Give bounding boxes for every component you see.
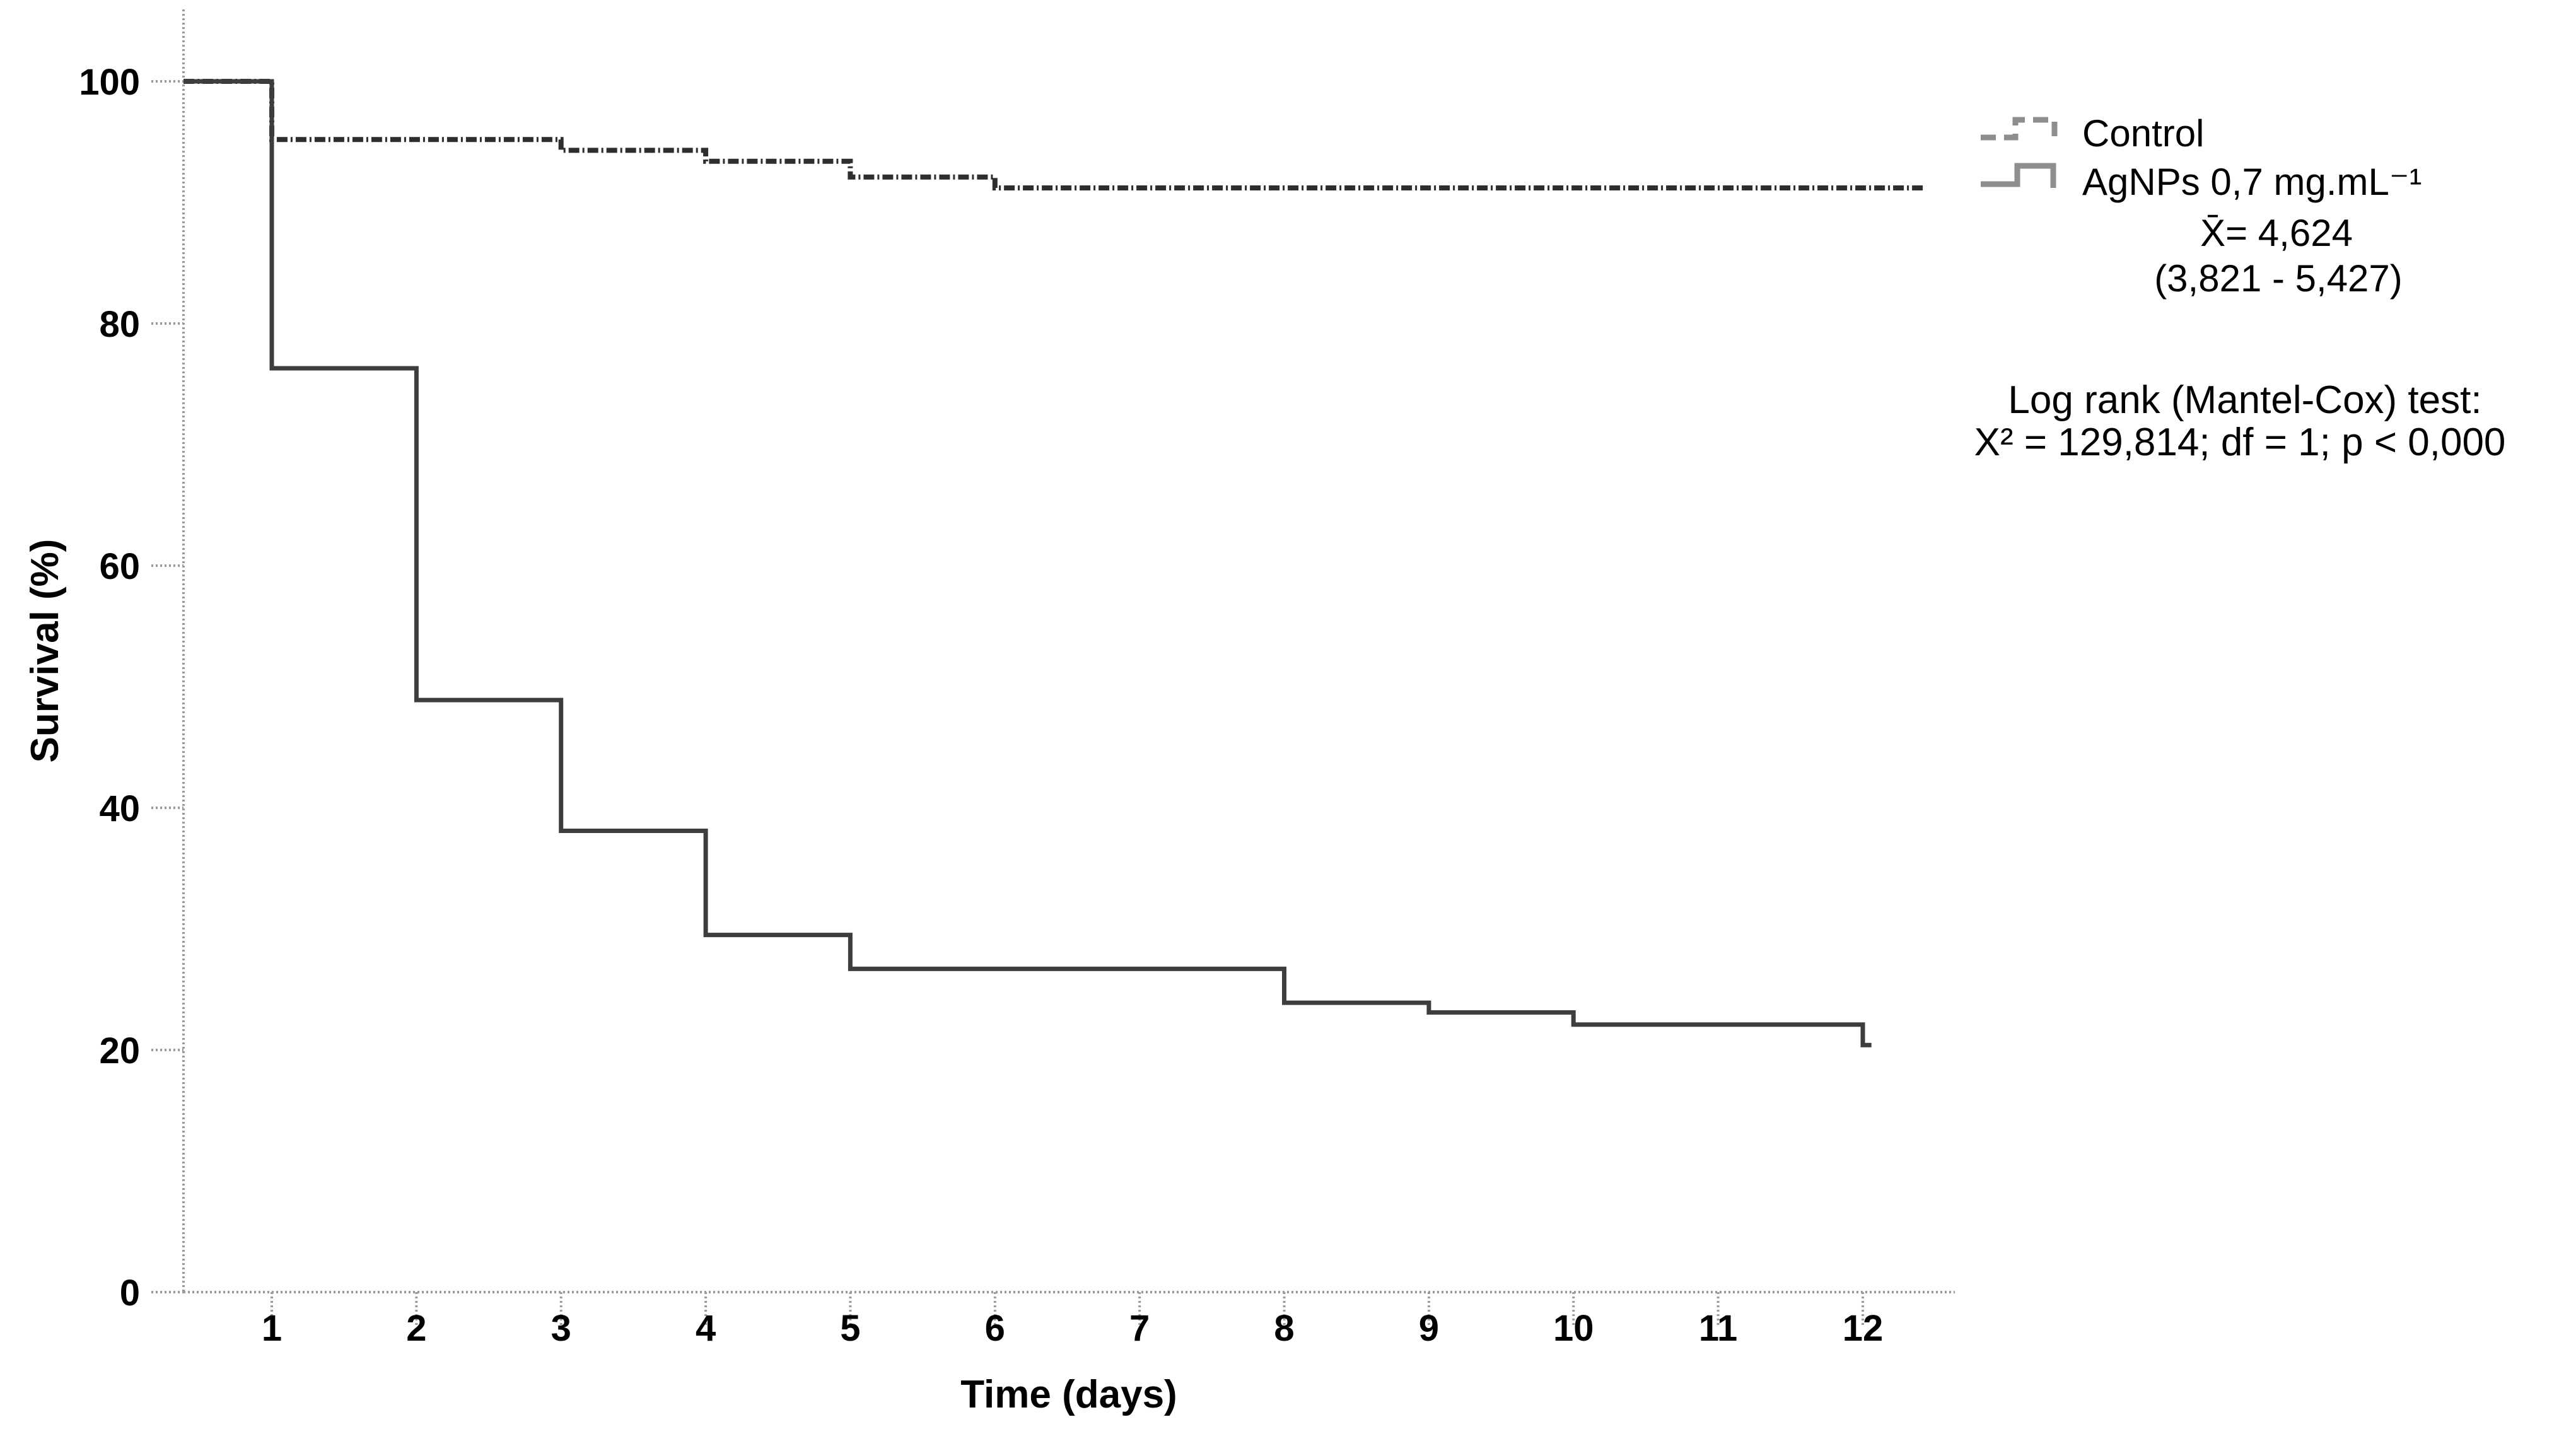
agnps-line-sample-icon [1981, 163, 2056, 188]
logrank-test-result: X² = 129,814; df = 1; p < 0,000 [1974, 421, 2506, 464]
x-tick-label: 10 [1553, 1308, 1594, 1349]
y-tick-label: 20 [99, 1030, 140, 1071]
y-tick-label: 40 [99, 788, 140, 829]
control-survival-curve [184, 79, 1924, 190]
curves-group [184, 79, 1924, 1047]
x-tick-label: 1 [262, 1308, 282, 1349]
logrank-test-title: Log rank (Mantel-Cox) test: [2008, 378, 2481, 422]
legend: Control AgNPs 0,7 mg.mL⁻¹ X̄= 4,624 (3,8… [1981, 112, 2422, 300]
x-tick-label: 3 [551, 1308, 571, 1349]
y-tick-label: 0 [120, 1273, 140, 1314]
x-tick-label: 11 [1699, 1308, 1737, 1349]
legend-label-agnps: AgNPs 0,7 mg.mL⁻¹ [2082, 161, 2422, 203]
mean-survival-value: X̄= 4,624 [2200, 212, 2353, 254]
x-tick-label: 6 [985, 1308, 1005, 1349]
legend-label-control: Control [2082, 112, 2204, 154]
agnps-survival-curve [184, 79, 1872, 1047]
y-axis-title: Survival (%) [23, 539, 67, 763]
x-tick-label: 9 [1419, 1308, 1439, 1349]
x-axis-title: Time (days) [960, 1373, 1177, 1416]
x-tick-label: 5 [840, 1308, 860, 1349]
control-line-sample-icon [1981, 117, 2058, 141]
x-tick-label: 12 [1843, 1308, 1884, 1349]
y-tick-label: 80 [99, 304, 140, 345]
y-tick-label: 60 [99, 546, 140, 587]
mean-survival-ci: (3,821 - 5,427) [2154, 257, 2403, 300]
y-tick-label: 100 [79, 62, 140, 103]
x-tick-label: 4 [696, 1308, 716, 1349]
x-tick-label: 8 [1274, 1308, 1294, 1349]
x-tick-label: 2 [406, 1308, 426, 1349]
logrank-annotation: Log rank (Mantel-Cox) test: X² = 129,814… [1974, 378, 2506, 464]
x-tick-label: 7 [1129, 1308, 1150, 1349]
